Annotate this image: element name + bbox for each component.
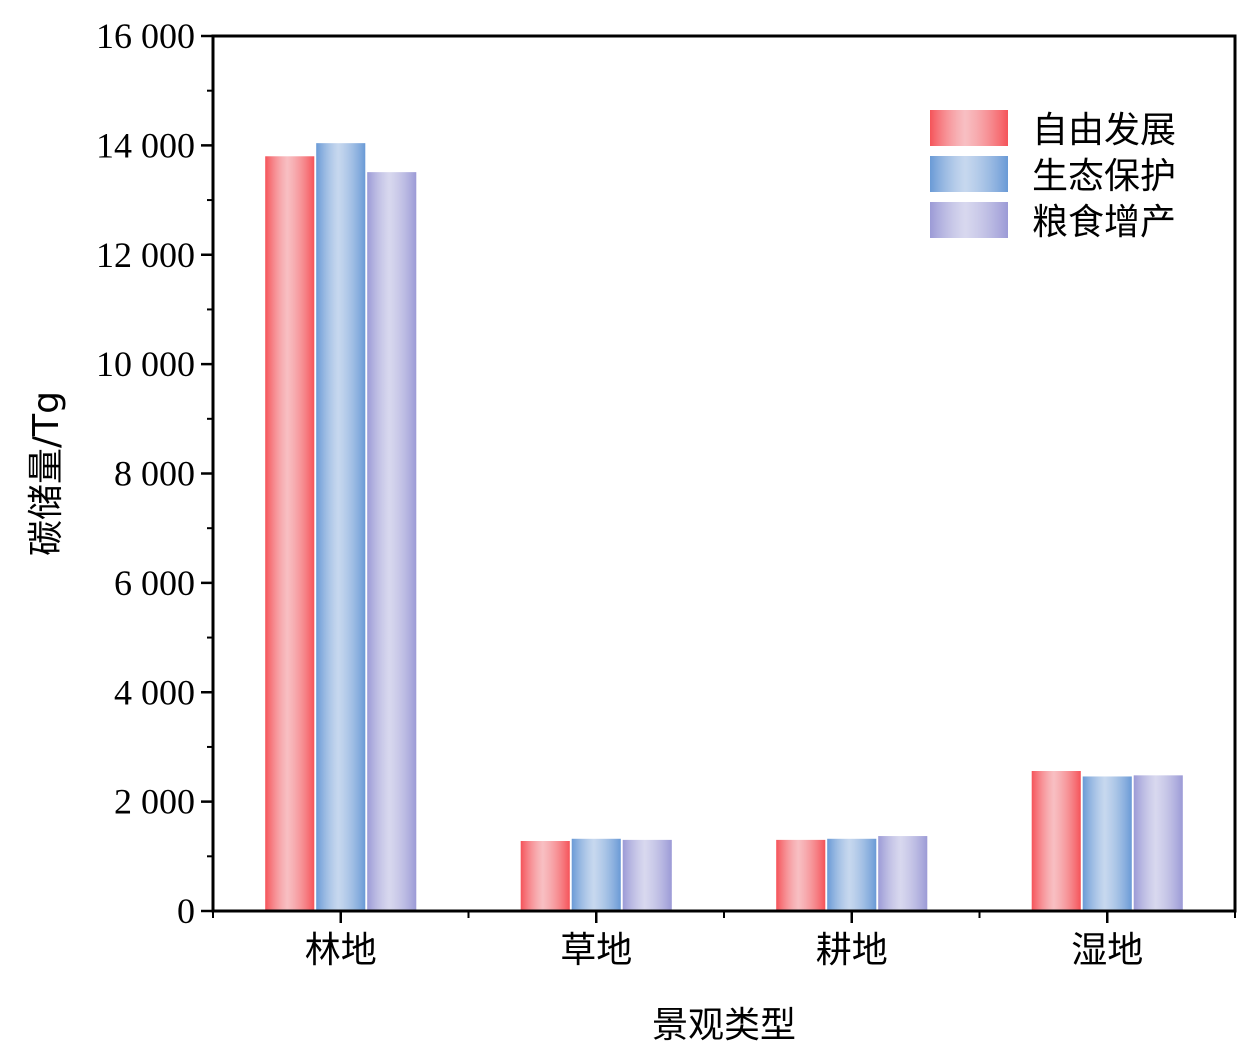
bar-2-2 [878,836,928,911]
y-axis-title: 碳储量/Tg [26,391,67,556]
legend-swatch [930,156,1008,192]
x-tick-label: 耕地 [816,930,888,971]
bar-shade-2-0 [776,839,826,911]
bar-1-1 [571,838,621,911]
legend-swatch [930,202,1008,238]
bar-0-1 [316,143,366,911]
x-tick-label: 湿地 [1071,930,1143,971]
y-tick-label: 14 000 [96,125,195,165]
bar-shade-0-2 [367,172,417,911]
legend-swatch-shade [930,156,1008,192]
bar-shade-2-2 [878,836,928,911]
bar-0-0 [265,156,315,911]
legend-label: 粮食增产 [1032,202,1176,243]
bar-shade-3-1 [1082,776,1132,911]
bar-3-1 [1082,776,1132,911]
bar-2-0 [776,839,826,911]
y-tick-label: 2 000 [114,782,195,822]
ticks-layer: 0 2 000 4 000 6 000 8 000 10 000 12 000 14 000 1… [96,16,1236,971]
bar-shade-1-2 [622,839,672,911]
bar-shade-0-1 [316,143,366,911]
bar-3-0 [1031,771,1081,911]
bar-shade-2-1 [827,838,877,911]
legend-label: 自由发展 [1032,110,1176,151]
bar-shade-3-2 [1133,775,1183,911]
y-tick-label: 4 000 [114,672,195,712]
legend-swatch-shade [930,110,1008,146]
legend-swatch-shade [930,202,1008,238]
x-tick-label: 草地 [560,930,632,971]
x-axis-title: 景观类型 [652,1005,796,1046]
legend-label: 生态保护 [1032,156,1176,197]
y-tick-label: 8 000 [114,454,195,494]
y-tick-label: 16 000 [96,16,195,56]
bar-shade-1-0 [520,841,570,911]
bar-2-1 [827,838,877,911]
bar-shade-0-0 [265,156,315,911]
bar-1-2 [622,839,672,911]
y-tick-label: 6 000 [114,563,195,603]
y-tick-label: 12 000 [96,235,195,275]
bar-1-0 [520,841,570,911]
y-tick-label: 0 [177,891,195,931]
x-tick-label: 林地 [305,930,377,971]
bar-0-2 [367,172,417,911]
y-tick-label: 10 000 [96,344,195,384]
bar-shade-3-0 [1031,771,1081,911]
bar-3-2 [1133,775,1183,911]
bar-shade-1-1 [571,838,621,911]
bars-layer [265,143,1183,911]
legend-swatch [930,110,1008,146]
